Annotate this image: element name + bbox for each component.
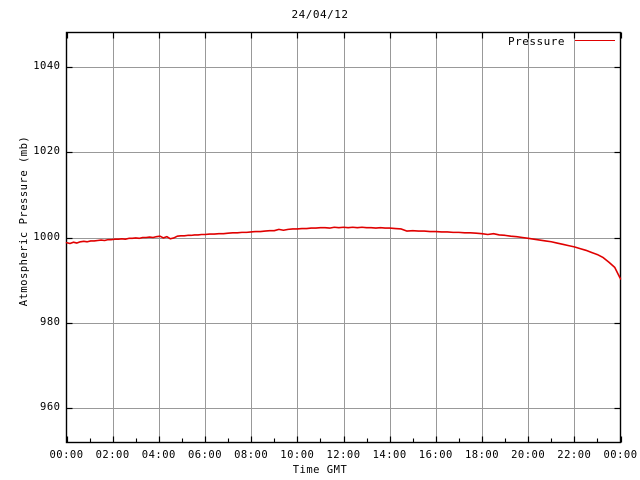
y-tick-label: 960 <box>40 401 61 414</box>
x-axis-title: Time GMT <box>292 464 348 476</box>
x-tick-label: 06:00 <box>187 449 223 461</box>
plot-frame <box>65 31 622 444</box>
y-tick-label: 1000 <box>33 230 61 243</box>
x-tick-label: 20:00 <box>511 449 546 461</box>
data-series-group <box>65 226 622 280</box>
chart-title: 24/04/12 <box>291 8 349 21</box>
x-tick-label: 18:00 <box>464 449 500 461</box>
legend-line-swatch-pressure <box>574 39 615 41</box>
legend-label-pressure: Pressure <box>508 34 565 48</box>
y-tick-label: 980 <box>40 315 61 328</box>
x-tick-label: 14:00 <box>372 449 407 461</box>
x-tick-label: 16:00 <box>418 449 453 461</box>
x-tick-label: 12:00 <box>326 449 361 461</box>
axis-ticks <box>66 32 623 443</box>
series-line-pressure <box>65 226 622 280</box>
y-tick-label: 1040 <box>33 59 61 72</box>
x-tick-label: 02:00 <box>95 449 130 461</box>
x-tick-label: 00:00 <box>603 449 638 461</box>
gridlines <box>66 32 621 443</box>
x-tick-label: 10:00 <box>280 449 315 461</box>
x-tick-label: 08:00 <box>234 449 269 461</box>
y-tick-label: 1020 <box>33 145 61 158</box>
x-tick-label: 22:00 <box>557 449 592 461</box>
chart-legend: Pressure <box>470 33 620 49</box>
x-tick-label: 00:00 <box>49 449 84 461</box>
x-tick-label: 04:00 <box>141 449 176 461</box>
